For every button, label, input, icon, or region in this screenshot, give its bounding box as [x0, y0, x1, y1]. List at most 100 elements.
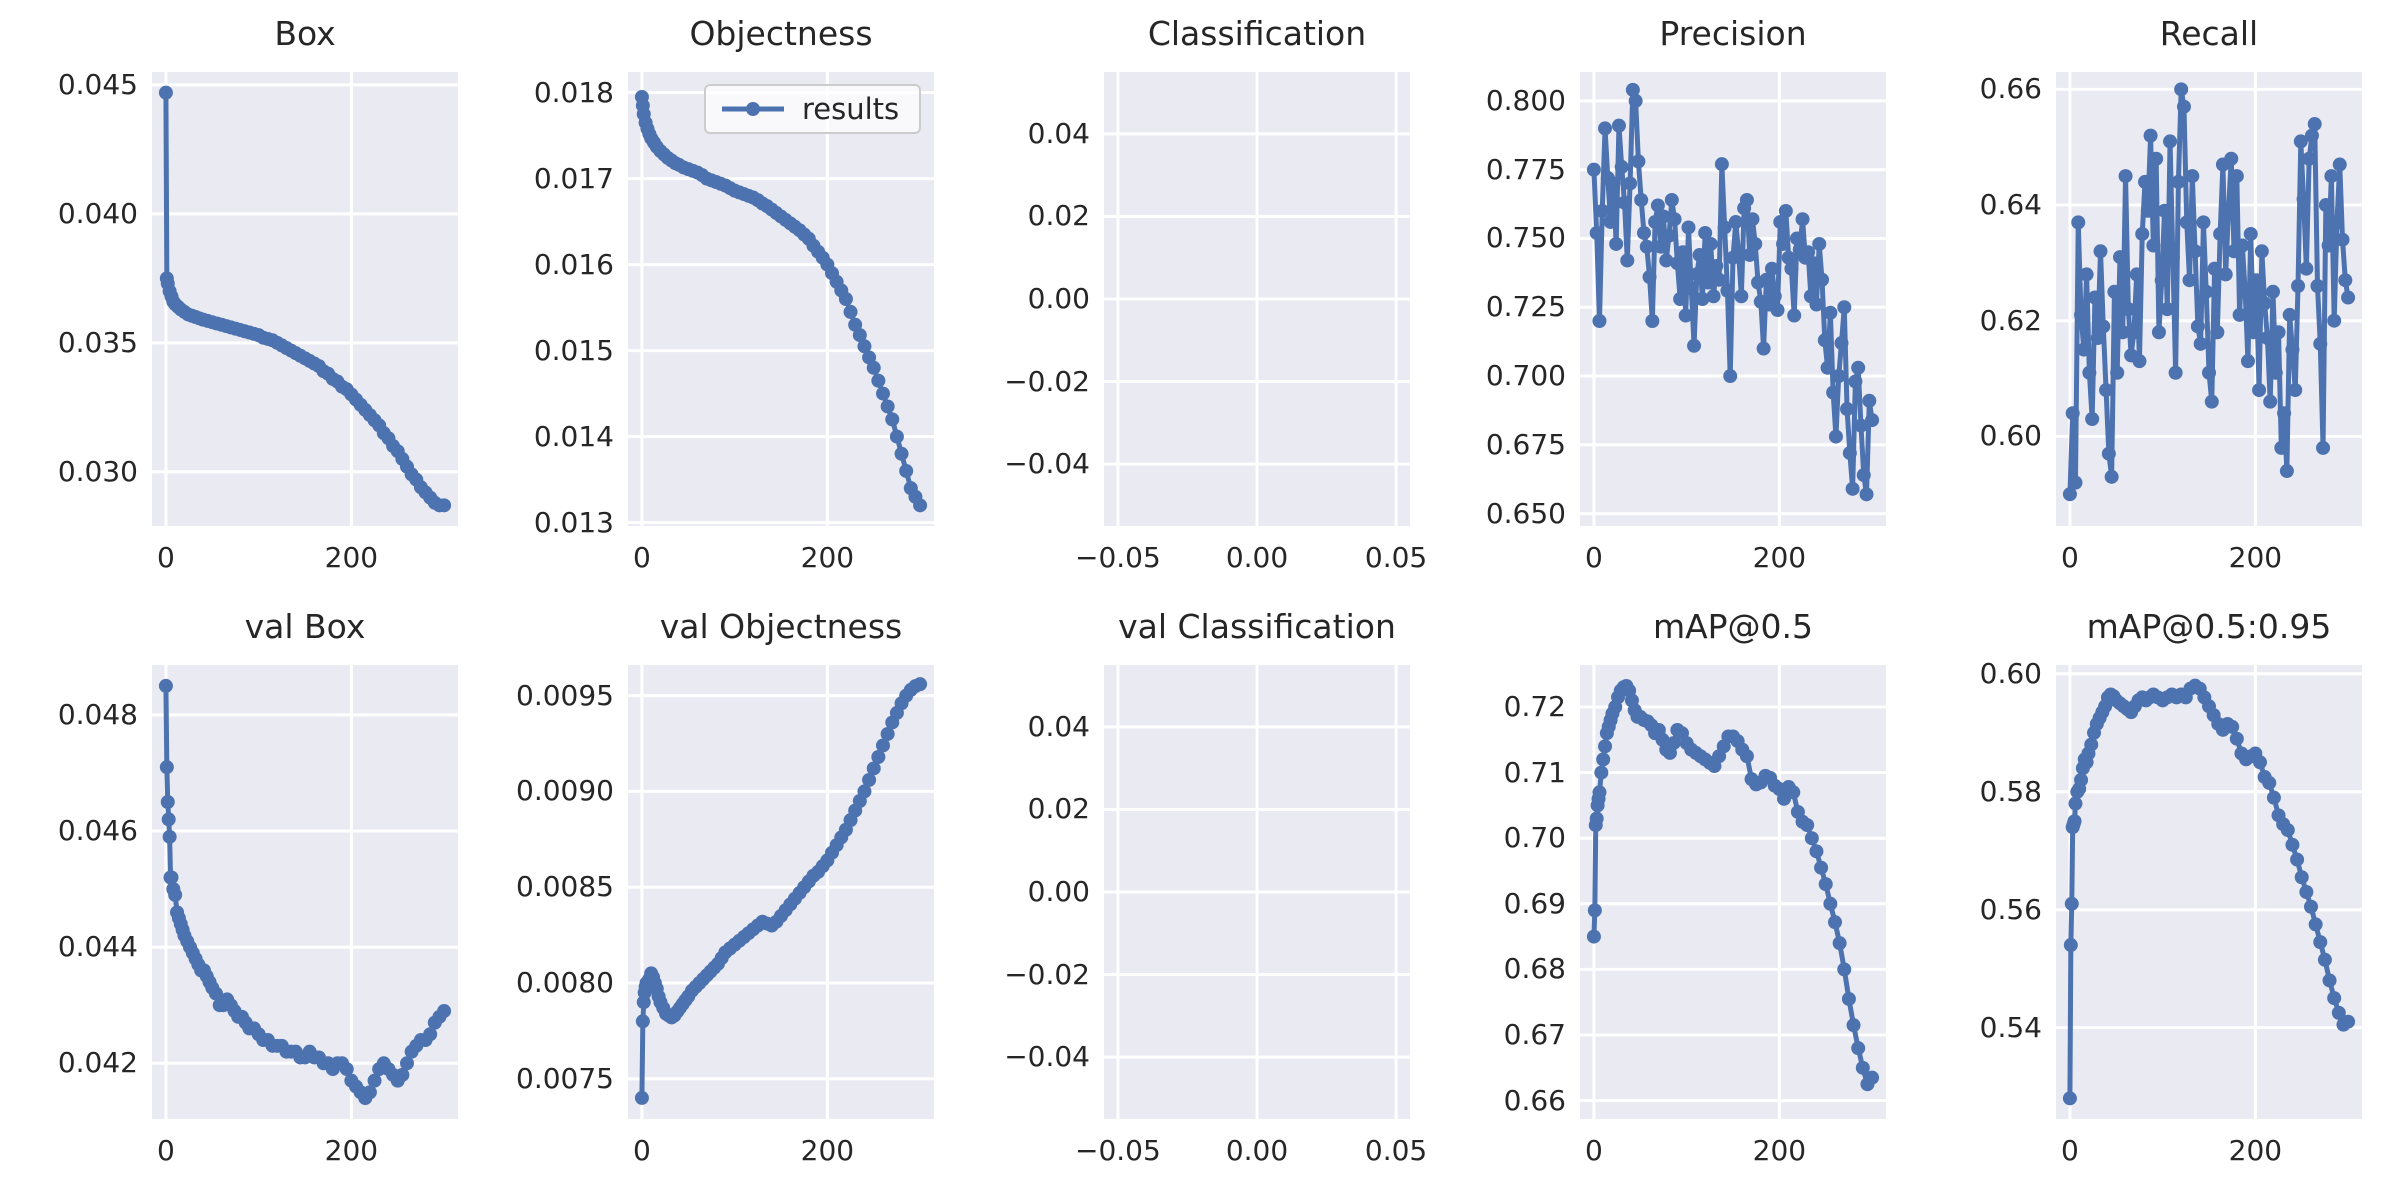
- data-point: [1781, 250, 1796, 265]
- data-point: [1851, 1041, 1866, 1056]
- data-point: [2218, 267, 2233, 282]
- data-point: [1795, 212, 1810, 227]
- xtick-box: 0: [156, 541, 175, 574]
- legend-label: results: [802, 92, 900, 126]
- data-point: [2154, 273, 2169, 288]
- data-point: [1823, 896, 1838, 911]
- data-point: [158, 678, 173, 693]
- data-point: [2171, 174, 2186, 189]
- data-point: [1689, 267, 1704, 282]
- data-point: [2304, 899, 2318, 914]
- plot-area-box: [152, 72, 458, 526]
- subplot-title-recall: Recall: [2159, 14, 2259, 53]
- xtick-precision: 0: [1584, 541, 1603, 574]
- data-point: [2076, 342, 2091, 357]
- data-point: [1586, 929, 1601, 944]
- data-point: [423, 1027, 438, 1042]
- ytick-map-0-5: 0.67: [1503, 1018, 1566, 1052]
- data-point: [1789, 231, 1804, 246]
- data-point: [2138, 174, 2153, 189]
- data-point: [1666, 736, 1681, 751]
- ytick-precision: 0.725: [1485, 290, 1566, 324]
- subplot-title-precision: Precision: [1659, 14, 1807, 53]
- data-point: [1662, 228, 1677, 243]
- axes-background: [628, 72, 934, 526]
- data-point: [362, 1085, 377, 1100]
- data-point: [2288, 383, 2303, 398]
- ytick-map-0-5: 0.72: [1503, 689, 1566, 723]
- plot-area-map-0-5-0-95: [2056, 665, 2362, 1119]
- data-point: [1851, 360, 1866, 375]
- ytick-val-box: 0.044: [57, 930, 138, 964]
- data-point: [2087, 290, 2102, 305]
- data-point: [2266, 790, 2281, 805]
- data-point: [2229, 731, 2244, 746]
- data-point: [2110, 365, 2125, 380]
- data-point: [1806, 256, 1821, 271]
- data-point: [2096, 319, 2111, 334]
- data-point: [2293, 134, 2308, 149]
- data-point: [2282, 307, 2297, 322]
- axes-background: [152, 72, 458, 526]
- xtick-classification: 0.05: [1364, 541, 1428, 574]
- xtick-val-box: 200: [324, 1134, 379, 1167]
- axes-background: [152, 665, 458, 1119]
- data-point: [2327, 313, 2342, 328]
- data-point: [2299, 261, 2314, 276]
- data-point: [880, 399, 895, 414]
- data-point: [2176, 99, 2191, 114]
- data-point: [2101, 446, 2116, 461]
- data-point: [1828, 429, 1843, 444]
- subplot-title-val-box: val Box: [244, 607, 366, 646]
- data-point: [2193, 336, 2208, 351]
- xtick-map-0-5: 0: [1584, 1134, 1603, 1167]
- ytick-val-classification: −0.04: [1004, 1040, 1090, 1074]
- data-point: [1853, 418, 1868, 433]
- data-point: [1767, 289, 1782, 304]
- data-point: [1817, 333, 1832, 348]
- subplot-title-map-0-5-0-95: mAP@0.5:0.95: [2086, 607, 2332, 646]
- data-point: [1703, 236, 1718, 251]
- data-point: [2308, 917, 2323, 932]
- data-point: [1837, 300, 1852, 315]
- data-point: [2179, 215, 2194, 230]
- data-point: [1596, 752, 1611, 767]
- data-point: [1628, 93, 1643, 108]
- data-point: [2274, 440, 2289, 455]
- data-point: [1614, 159, 1629, 174]
- data-point: [913, 498, 928, 513]
- data-point: [2090, 331, 2105, 346]
- data-point: [2341, 1014, 2356, 1029]
- ytick-classification: 0.04: [1027, 116, 1090, 150]
- data-point: [2285, 342, 2300, 357]
- data-point: [2327, 991, 2342, 1006]
- data-point: [2104, 469, 2119, 484]
- data-point: [2235, 238, 2250, 253]
- data-point: [2296, 192, 2311, 207]
- xtick-val-classification: 0.05: [1364, 1134, 1428, 1167]
- data-point: [2174, 82, 2189, 97]
- xtick-val-classification: −0.05: [1075, 1134, 1161, 1167]
- plot-area-val-classification: [1104, 665, 1410, 1119]
- data-point: [2252, 383, 2267, 398]
- data-point: [2196, 215, 2211, 230]
- data-point: [1664, 192, 1679, 207]
- data-point: [1820, 360, 1835, 375]
- data-point: [2324, 169, 2339, 184]
- data-point: [2074, 772, 2089, 787]
- axes-background: [2056, 665, 2362, 1119]
- data-point: [1598, 121, 1613, 136]
- ytick-precision: 0.775: [1485, 152, 1566, 186]
- data-point: [1773, 214, 1788, 229]
- ytick-val-box: 0.048: [57, 697, 138, 731]
- data-point: [1770, 303, 1785, 318]
- data-point: [1609, 236, 1624, 251]
- data-point: [367, 1073, 382, 1088]
- data-point: [1589, 811, 1604, 826]
- data-point: [1834, 336, 1849, 351]
- data-point: [1828, 915, 1842, 930]
- data-point: [2199, 284, 2214, 299]
- data-point: [2331, 1005, 2346, 1020]
- xtick-val-objectness: 200: [800, 1134, 855, 1167]
